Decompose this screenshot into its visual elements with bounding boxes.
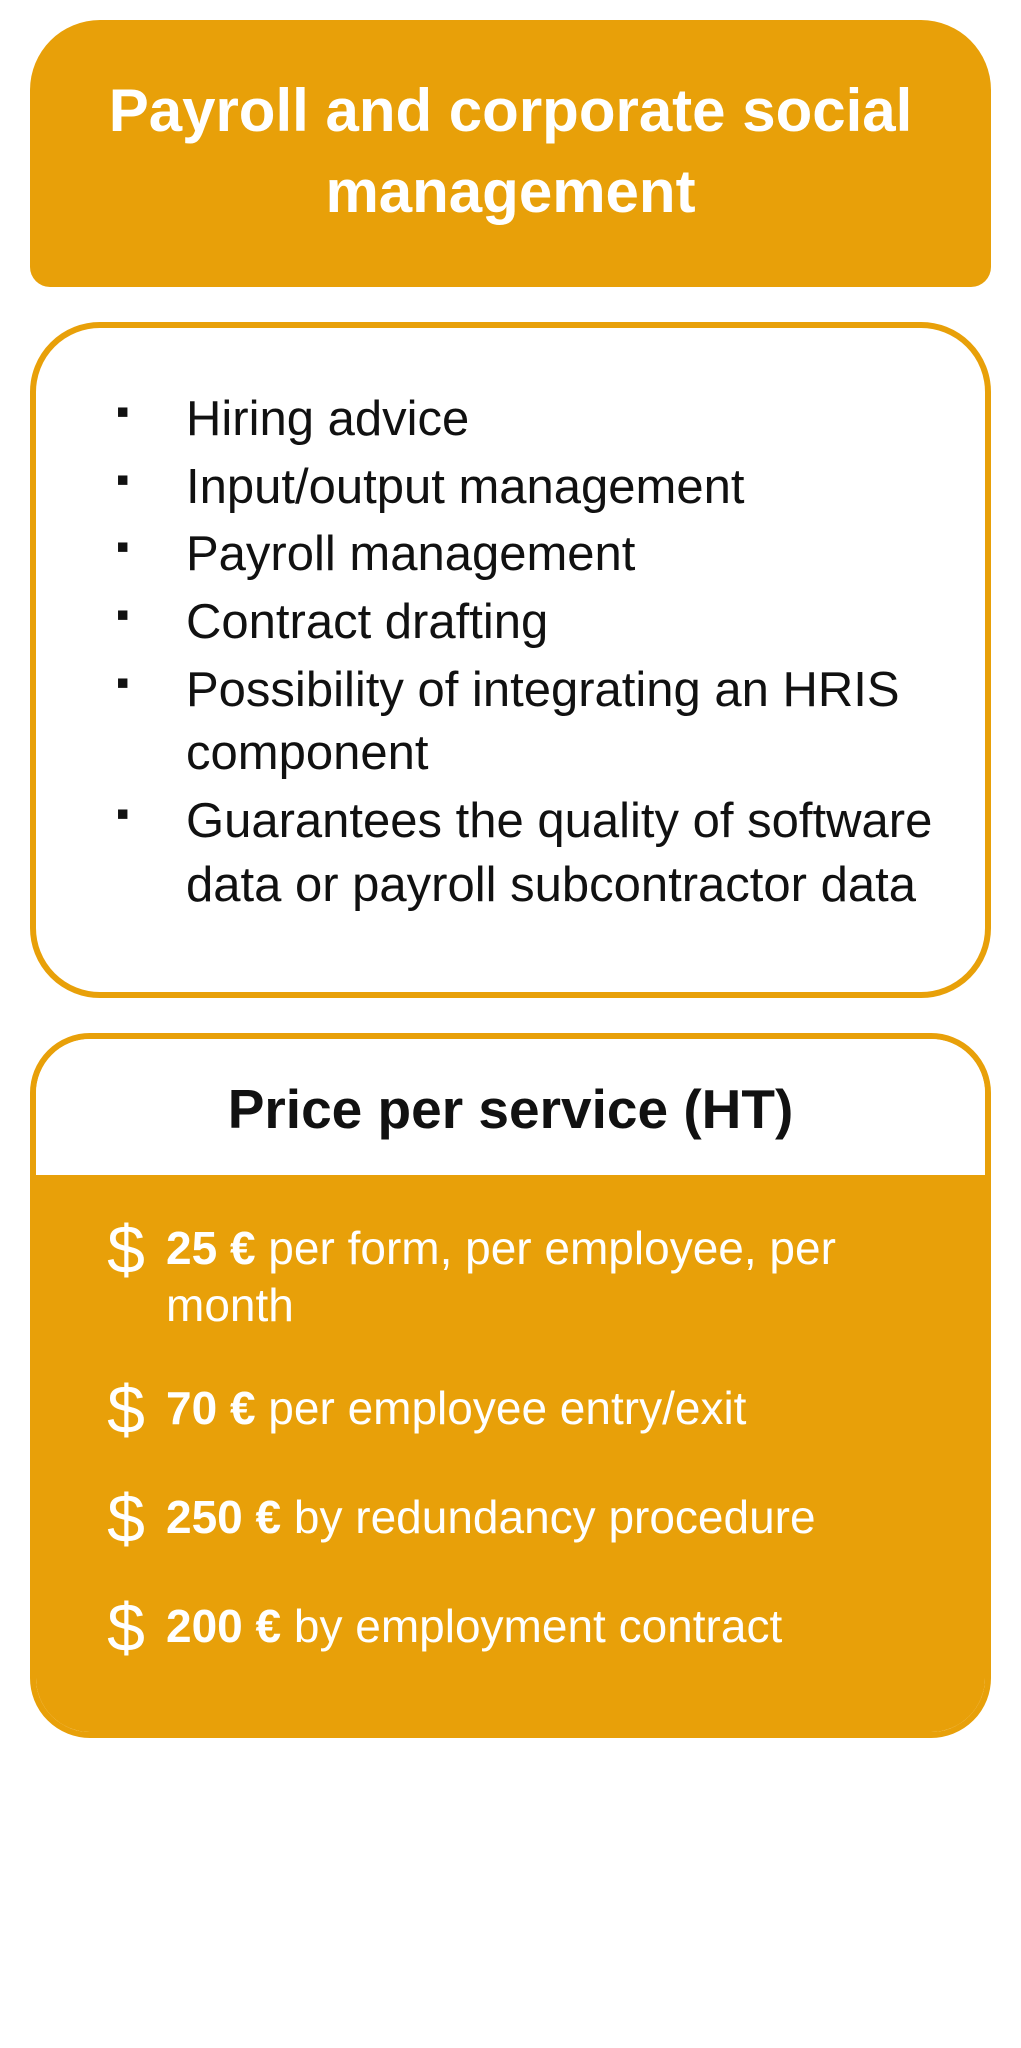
- list-item: Possibility of integrating an HRIS compo…: [116, 659, 935, 786]
- list-item: Contract drafting: [116, 591, 935, 655]
- price-amount: 25 €: [166, 1222, 256, 1274]
- price-amount: 70 €: [166, 1382, 256, 1434]
- price-row: $ 250 € by redundancy procedure: [86, 1489, 935, 1553]
- price-text: 25 € per form, per employee, per month: [166, 1220, 935, 1335]
- price-description: by redundancy procedure: [281, 1491, 815, 1543]
- price-row: $ 25 € per form, per employee, per month: [86, 1220, 935, 1335]
- price-header: Price per service (HT): [36, 1039, 985, 1175]
- price-amount: 250 €: [166, 1491, 281, 1543]
- list-item: Input/output management: [116, 456, 935, 520]
- features-list: Hiring advice Input/output management Pa…: [116, 388, 935, 918]
- price-description: per employee entry/exit: [256, 1382, 747, 1434]
- price-row: $ 200 € by employment contract: [86, 1598, 935, 1662]
- list-item: Payroll management: [116, 523, 935, 587]
- price-body: $ 25 € per form, per employee, per month…: [36, 1175, 985, 1732]
- price-text: 200 € by employment contract: [166, 1598, 935, 1656]
- price-description: per form, per employee, per month: [166, 1222, 836, 1332]
- header-title: Payroll and corporate social management: [70, 70, 951, 232]
- header-box: Payroll and corporate social management: [30, 20, 991, 287]
- price-row: $ 70 € per employee entry/exit: [86, 1380, 935, 1444]
- price-amount: 200 €: [166, 1600, 281, 1652]
- list-item: Guarantees the quality of software data …: [116, 790, 935, 917]
- dollar-icon: $: [86, 1376, 166, 1444]
- price-box: Price per service (HT) $ 25 € per form, …: [30, 1033, 991, 1738]
- price-header-title: Price per service (HT): [56, 1077, 965, 1141]
- price-description: by employment contract: [281, 1600, 782, 1652]
- dollar-icon: $: [86, 1594, 166, 1662]
- features-box: Hiring advice Input/output management Pa…: [30, 322, 991, 998]
- price-text: 70 € per employee entry/exit: [166, 1380, 935, 1438]
- price-text: 250 € by redundancy procedure: [166, 1489, 935, 1547]
- list-item: Hiring advice: [116, 388, 935, 452]
- dollar-icon: $: [86, 1485, 166, 1553]
- dollar-icon: $: [86, 1216, 166, 1284]
